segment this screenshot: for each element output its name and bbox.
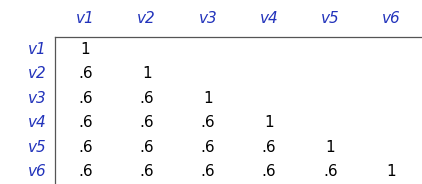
Text: 1: 1	[264, 115, 274, 130]
Text: v2: v2	[137, 11, 156, 26]
Text: v1: v1	[28, 42, 46, 56]
Text: .6: .6	[139, 91, 154, 106]
Text: v5: v5	[321, 11, 340, 26]
Text: 1: 1	[142, 66, 151, 81]
Text: .6: .6	[262, 140, 276, 155]
Text: v4: v4	[28, 115, 46, 130]
Text: 1: 1	[81, 42, 90, 56]
Text: 1: 1	[387, 164, 396, 179]
Text: v4: v4	[260, 11, 279, 26]
Text: v3: v3	[28, 91, 46, 106]
Text: v1: v1	[76, 11, 95, 26]
Text: .6: .6	[262, 164, 276, 179]
Text: .6: .6	[139, 164, 154, 179]
Text: 1: 1	[325, 140, 335, 155]
Text: .6: .6	[200, 140, 215, 155]
Text: .6: .6	[78, 66, 93, 81]
Text: .6: .6	[200, 164, 215, 179]
Text: .6: .6	[323, 164, 338, 179]
Text: .6: .6	[78, 140, 93, 155]
Text: v5: v5	[28, 140, 46, 155]
Text: v2: v2	[28, 66, 46, 81]
Text: .6: .6	[200, 115, 215, 130]
Text: v3: v3	[198, 11, 217, 26]
Text: .6: .6	[78, 91, 93, 106]
Text: .6: .6	[78, 115, 93, 130]
Text: .6: .6	[139, 140, 154, 155]
Text: 1: 1	[203, 91, 213, 106]
Text: .6: .6	[78, 164, 93, 179]
Text: v6: v6	[28, 164, 46, 179]
Text: v6: v6	[382, 11, 401, 26]
Text: .6: .6	[139, 115, 154, 130]
